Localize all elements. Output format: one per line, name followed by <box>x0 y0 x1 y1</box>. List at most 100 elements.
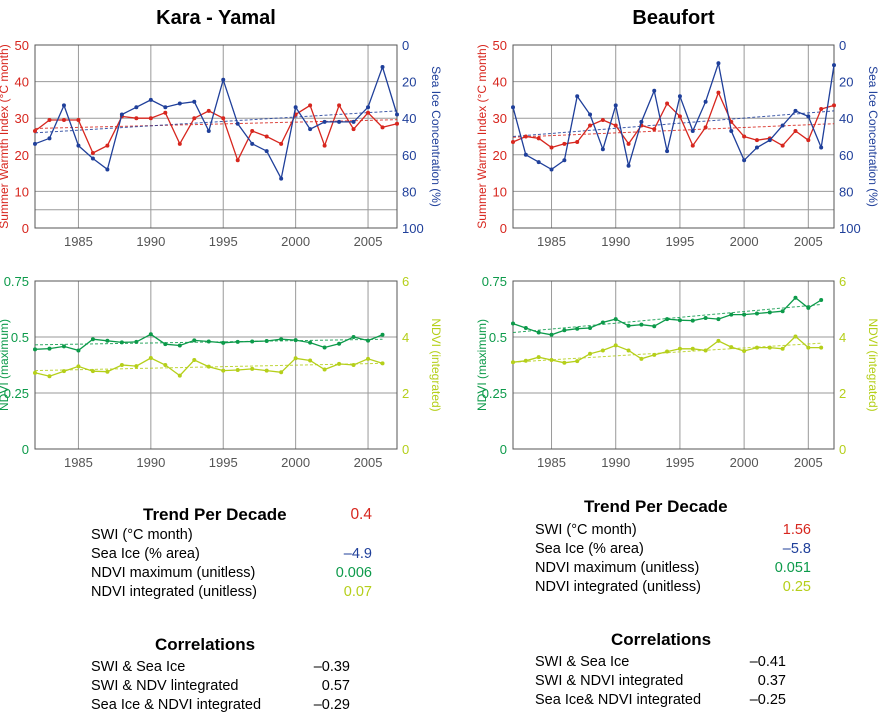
right-corr-value-0: –0.41 <box>749 654 786 670</box>
data-point <box>279 141 284 146</box>
data-point <box>652 88 657 93</box>
left-trend-label-ndviint: NDVI integrated (unitless) <box>91 584 258 600</box>
data-point <box>716 61 721 66</box>
data-point <box>523 134 528 139</box>
data-point <box>221 77 226 82</box>
data-point <box>754 345 759 350</box>
x-tick-label: 2000 <box>730 455 759 470</box>
data-point <box>192 99 197 104</box>
data-point <box>806 138 811 143</box>
data-point <box>819 345 824 350</box>
x-tick-label: 1995 <box>665 234 694 249</box>
beaufort-top-grid <box>513 44 834 229</box>
data-point <box>192 116 197 121</box>
x-tick-label: 1985 <box>64 455 93 470</box>
right-trend-label-swi: SWI (°C month) <box>535 522 637 538</box>
left-corr-label-1: SWI & NDV lintegrated <box>91 678 239 694</box>
data-point <box>380 332 385 337</box>
kara-bottom-chart: 1985 1990 1995 2000 2005 0 0.25 0.5 0.75 0 2 4 6 NDVI… <box>0 274 443 470</box>
data-point <box>639 322 644 327</box>
data-point <box>380 361 385 366</box>
y-tick-label: 0.25 <box>482 386 507 401</box>
data-point <box>652 324 657 329</box>
data-point <box>105 338 110 343</box>
data-point <box>163 363 168 367</box>
data-point <box>832 103 836 108</box>
data-point <box>562 360 567 365</box>
x-tick-label: 1990 <box>601 455 630 470</box>
y2-tick-label: 20 <box>402 75 416 90</box>
data-point <box>588 123 593 128</box>
x-tick-label: 2000 <box>281 234 310 249</box>
x-tick-label: 2000 <box>730 234 759 249</box>
y2-tick-label: 60 <box>839 148 853 163</box>
kara-bottom-frame <box>34 280 398 450</box>
data-point <box>767 310 772 315</box>
left-trend-value-ndviint: 0.07 <box>343 584 372 600</box>
data-point <box>562 158 567 163</box>
data-point <box>536 160 541 165</box>
y2-tick-label: 80 <box>402 184 416 199</box>
y-tick-label: 0 <box>500 442 507 457</box>
beaufort-bottom-frame <box>512 280 835 450</box>
data-point <box>665 349 670 354</box>
beaufort-top-series <box>511 60 836 172</box>
data-point <box>33 347 37 352</box>
left-corr-value-1: 0.57 <box>321 678 350 694</box>
data-point <box>90 369 95 374</box>
data-point <box>754 138 759 143</box>
series-line <box>34 103 398 162</box>
beaufort-top-y2label: Sea Ice Concentration (%) <box>866 66 880 207</box>
x-tick-label: 1995 <box>665 455 694 470</box>
data-point <box>536 136 541 141</box>
data-point <box>600 147 605 152</box>
kara-bottom-series <box>33 332 385 353</box>
data-point <box>665 317 670 322</box>
x-tick-label: 2005 <box>354 455 383 470</box>
y-tick-label: 0.25 <box>4 386 29 401</box>
y-tick-label: 10 <box>15 184 29 199</box>
right-trend-label-seaice: Sea Ice (% area) <box>535 541 644 557</box>
left-trend-title: Trend Per Decade <box>143 505 287 524</box>
data-point <box>819 145 824 150</box>
data-point <box>105 143 110 148</box>
data-point <box>575 94 580 99</box>
x-tick-label: 1985 <box>64 234 93 249</box>
right-summary-table: Trend Per Decade SWI (°C month) 1.56 Sea… <box>441 497 882 720</box>
kara-top-series <box>33 64 399 181</box>
data-point <box>134 339 139 344</box>
data-point <box>119 340 124 345</box>
y-tick-label: 50 <box>15 38 29 53</box>
y-tick-label: 50 <box>493 38 507 53</box>
data-point <box>148 97 153 102</box>
right-corr-label-0: SWI & Sea Ice <box>535 654 630 670</box>
beaufort-top-frame <box>512 44 835 229</box>
data-point <box>148 332 153 337</box>
right-trend-label-ndvimax: NDVI maximum (unitless) <box>535 560 700 576</box>
left-corr-label-0: SWI & Sea Ice <box>91 659 186 675</box>
data-point <box>626 141 631 146</box>
data-point <box>61 103 66 108</box>
data-point <box>600 348 605 353</box>
y-tick-label: 10 <box>493 184 507 199</box>
data-point <box>806 114 811 119</box>
y-tick-label: 40 <box>15 75 29 90</box>
data-point <box>221 368 226 373</box>
y2-tick-label: 0 <box>402 442 409 457</box>
data-point <box>105 369 110 374</box>
data-point <box>780 123 785 128</box>
data-point <box>337 361 342 366</box>
y2-tick-label: 4 <box>402 330 409 345</box>
data-point <box>250 129 255 134</box>
data-point <box>613 343 618 348</box>
data-point <box>819 107 824 112</box>
left-trend-value-seaice: –4.9 <box>343 546 372 562</box>
beaufort-top-ylabel: Summer Warmth Index (°C month) <box>475 44 489 228</box>
data-point <box>250 366 255 371</box>
data-point <box>703 315 708 320</box>
data-point <box>536 355 541 360</box>
data-point <box>588 326 593 331</box>
left-corr-title: Correlations <box>155 635 256 654</box>
data-point <box>264 149 269 154</box>
data-point <box>562 141 567 146</box>
